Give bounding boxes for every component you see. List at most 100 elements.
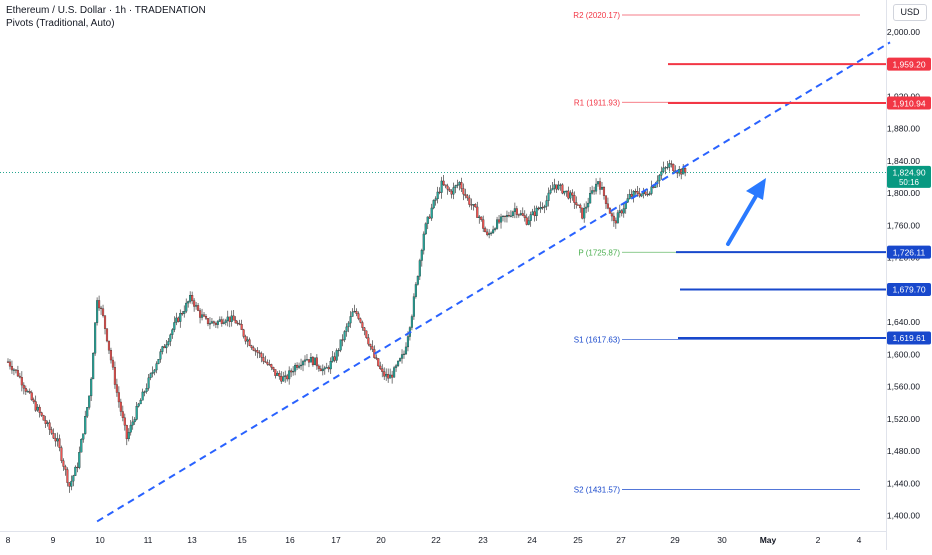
time-axis-separator bbox=[0, 531, 886, 532]
candle-body bbox=[527, 220, 530, 225]
candle-body bbox=[339, 339, 342, 351]
candle-body bbox=[270, 364, 273, 368]
candle-body bbox=[200, 314, 204, 318]
x-tick-label: 22 bbox=[431, 535, 441, 545]
candle-body bbox=[367, 337, 370, 345]
candle-body bbox=[646, 194, 649, 196]
candle-body bbox=[299, 364, 303, 367]
pivot-label-p: P (1725.87) bbox=[578, 248, 620, 257]
candle-body bbox=[636, 191, 639, 194]
level-badge-label: 1,619.61 bbox=[892, 333, 925, 343]
candle-body bbox=[573, 195, 576, 203]
candle-body bbox=[430, 207, 433, 219]
candle-body bbox=[525, 217, 528, 225]
candle-body bbox=[296, 364, 299, 368]
candle-body bbox=[260, 353, 263, 358]
level-badge-label: 1,959.20 bbox=[892, 59, 925, 69]
candle-body bbox=[206, 318, 210, 325]
candle-body bbox=[303, 359, 307, 362]
candle-body bbox=[406, 336, 410, 348]
candle-body bbox=[288, 370, 291, 380]
candle-body bbox=[589, 192, 592, 204]
candle-body bbox=[147, 377, 150, 389]
candle-body bbox=[561, 184, 564, 194]
indicator-title[interactable]: Pivots (Traditional, Auto) bbox=[6, 18, 115, 29]
last-price-label: 1,824.90 bbox=[892, 167, 925, 177]
candle-body bbox=[426, 216, 429, 224]
candle-body bbox=[199, 310, 202, 318]
candle-body bbox=[412, 296, 415, 317]
candle-body bbox=[630, 194, 633, 197]
candle-body bbox=[472, 204, 475, 206]
candle-body bbox=[577, 204, 580, 206]
candle-body bbox=[133, 419, 136, 423]
candle-body bbox=[90, 378, 93, 397]
x-tick-label: 8 bbox=[6, 535, 11, 545]
candle-body bbox=[60, 447, 63, 461]
candle-body bbox=[323, 367, 326, 370]
candle-body bbox=[442, 180, 445, 185]
candle-body bbox=[331, 356, 334, 362]
y-tick-label: 1,400.00 bbox=[887, 511, 920, 521]
candle-body bbox=[131, 421, 134, 426]
candle-body bbox=[220, 319, 223, 324]
candle-body bbox=[634, 191, 637, 193]
candle-body bbox=[347, 322, 350, 328]
candle-body bbox=[587, 202, 590, 208]
candle-body bbox=[626, 198, 629, 203]
candle-body bbox=[82, 433, 85, 440]
candle-body bbox=[305, 359, 309, 361]
x-tick-label: 9 bbox=[51, 535, 56, 545]
candle-body bbox=[311, 357, 314, 366]
candle-body bbox=[422, 233, 425, 251]
candle-body bbox=[482, 219, 485, 229]
candle-body bbox=[236, 322, 239, 324]
candle-body bbox=[76, 466, 79, 469]
candle-body bbox=[258, 352, 261, 354]
candle-body bbox=[230, 315, 233, 322]
level-badge bbox=[887, 245, 931, 259]
candle-body bbox=[499, 216, 503, 223]
level-badge bbox=[887, 96, 931, 110]
candle-body bbox=[670, 163, 673, 165]
candle-body bbox=[460, 182, 463, 189]
candle-body bbox=[187, 301, 190, 304]
candle-body bbox=[614, 220, 617, 224]
candle-body bbox=[539, 207, 542, 210]
candle-body bbox=[650, 186, 653, 194]
candle-body bbox=[276, 373, 279, 376]
candle-body bbox=[226, 316, 229, 321]
trendline[interactable] bbox=[96, 41, 891, 523]
candle-body bbox=[74, 466, 77, 476]
candle-body bbox=[470, 204, 473, 206]
level-badge bbox=[887, 331, 931, 345]
candle-body bbox=[393, 367, 396, 378]
candle-body bbox=[632, 191, 635, 197]
candle-body bbox=[565, 190, 568, 192]
candle-body bbox=[551, 188, 554, 191]
y-tick-label: 1,800.00 bbox=[887, 188, 920, 198]
currency-button[interactable]: USD bbox=[893, 4, 927, 21]
candle-body bbox=[313, 357, 316, 366]
candle-body bbox=[446, 185, 449, 190]
candle-body bbox=[466, 195, 469, 199]
candle-body bbox=[369, 343, 372, 347]
candle-body bbox=[436, 191, 439, 200]
candle-body bbox=[682, 168, 685, 175]
candle-body bbox=[547, 192, 550, 201]
candle-body bbox=[490, 232, 493, 234]
candle-body bbox=[183, 311, 186, 314]
candle-body bbox=[256, 350, 259, 353]
symbol-title[interactable]: Ethereum / U.S. Dollar · 1h · TRADENATIO… bbox=[6, 5, 206, 16]
candle-body bbox=[44, 420, 47, 424]
candle-body bbox=[173, 322, 176, 330]
candle-body bbox=[119, 401, 122, 412]
y-tick-label: 1,520.00 bbox=[887, 414, 920, 424]
x-tick-label: 4 bbox=[857, 535, 862, 545]
candle-body bbox=[20, 377, 23, 386]
candle-body bbox=[410, 316, 413, 328]
level-badge bbox=[887, 57, 931, 71]
candle-body bbox=[246, 339, 249, 342]
candle-body bbox=[181, 313, 184, 315]
